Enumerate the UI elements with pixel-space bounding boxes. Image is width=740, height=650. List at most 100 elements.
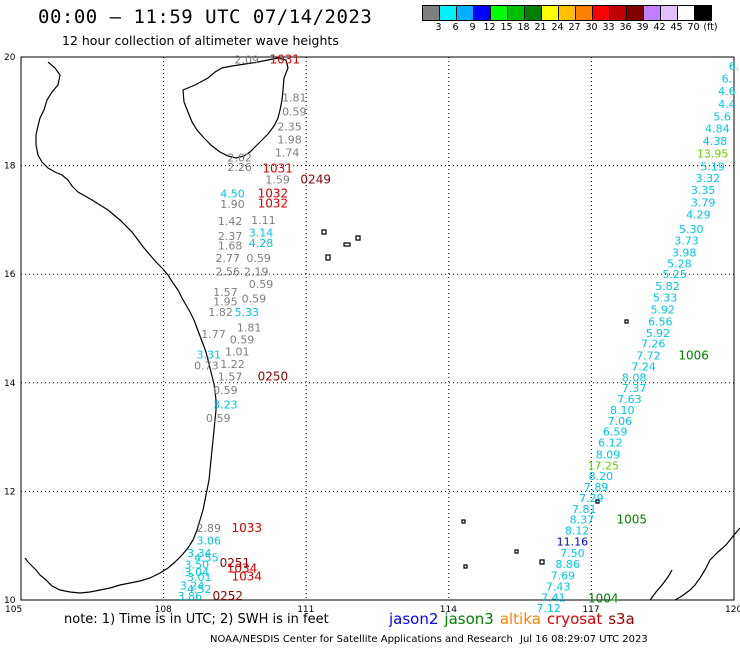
wave-height-value: 3.23 (213, 399, 238, 412)
spratly-island-4 (624, 319, 629, 324)
latitude-tick-label: 12 (4, 487, 15, 497)
wave-height-value: 3.06 (197, 534, 222, 547)
satellite-jason2: jason2 (389, 610, 439, 628)
wave-height-value: 6.59 (603, 426, 628, 439)
legend-label: 45 (670, 22, 683, 33)
pass-time-label: 0252 (212, 589, 243, 603)
legend-label: 18 (517, 22, 530, 33)
pass-time-label: 1031 (262, 161, 293, 175)
pass-time-label: 1031 (270, 53, 301, 67)
legend-label: 27 (568, 22, 581, 33)
legend-label: 21 (534, 22, 547, 33)
credit-line: NOAA/NESDIS Center for Satellite Applica… (210, 634, 513, 645)
wave-height-value: 7.26 (641, 338, 666, 351)
spratly-island-5 (595, 499, 600, 504)
palawan-coastline (649, 569, 673, 601)
legend-label: (ft) (703, 22, 718, 33)
satellite-jason3: jason3 (444, 610, 494, 628)
wave-height-value: 5.19 (700, 161, 725, 174)
wave-height-value: 5.33 (235, 306, 260, 319)
wave-height-value: 1.42 (218, 215, 243, 228)
longitude-tick-label: 114 (440, 605, 457, 615)
wave-height-value: 7.89 (584, 481, 609, 494)
wave-height-value: 3.35 (691, 184, 716, 197)
wave-height-value: 4.28 (249, 237, 274, 250)
wave-height-value: 4.29 (686, 208, 711, 221)
satellite-cryosat: cryosat (546, 610, 603, 628)
wave-height-value: 7.72 (636, 350, 661, 363)
wave-height-value: 7.69 (551, 570, 576, 583)
wave-height-value: 3.73 (674, 235, 699, 248)
wave-height-value: 3.79 (691, 197, 716, 210)
pass-time-label: 1004 (588, 591, 619, 605)
page-title: 00:00 — 11:59 UTC 07/14/2023 (38, 6, 373, 28)
wave-height-value: 0.59 (282, 105, 307, 118)
wave-height-value: 0.59 (206, 412, 231, 425)
page-subtitle: 12 hour collection of altimeter wave hei… (62, 33, 339, 48)
wave-height-value: 4.55 (194, 552, 219, 565)
wave-height-value: 4.38 (703, 135, 728, 148)
pass-time-label: 0249 (300, 173, 331, 187)
spratly-island-1 (461, 519, 466, 524)
wave-height-value: 8.12 (565, 524, 590, 537)
wave-height-value: 5.92 (650, 303, 675, 316)
legend-label: 3 (435, 22, 442, 33)
latitude-tick-label: 16 (4, 270, 16, 280)
wave-height-value: 7.81 (572, 503, 597, 516)
wave-height-value: 4.6 (718, 85, 736, 98)
legend-label: 24 (551, 22, 564, 33)
wave-height-value: 17.25 (588, 459, 620, 472)
wave-height-value: 5.30 (679, 223, 704, 236)
wave-height-value: 5.92 (646, 327, 671, 340)
wave-height-value: 3.32 (696, 172, 721, 185)
paracel-island-2 (343, 242, 351, 247)
map-frame (20, 56, 735, 601)
wave-height-value: 7.12 (536, 602, 561, 615)
wave-height-value: 1.57 (218, 370, 243, 383)
wave-height-value: 5.6 (713, 111, 731, 124)
longitude-tick-label: 108 (155, 605, 172, 615)
wave-height-value: 2.26 (227, 161, 252, 174)
wave-height-value: 1.81 (282, 92, 307, 105)
wave-height-value: 3.24 (180, 579, 205, 592)
wave-height-value: 3.01 (187, 571, 212, 584)
pass-time-label: 1034 (232, 570, 263, 584)
spratly-island-6 (514, 549, 519, 554)
spratly-island-3 (539, 559, 545, 565)
wave-height-value: 6. (722, 73, 733, 86)
generated-timestamp: Jul 16 08:29:07 UTC 2023 (520, 634, 648, 645)
wave-height-value: 8.08 (622, 371, 647, 384)
wave-height-value: 0.59 (246, 252, 271, 265)
satellite-s3a: s3a (608, 610, 635, 628)
wave-height-value: 8.37 (570, 514, 595, 527)
pass-time-label: 1032 (258, 186, 289, 200)
wave-height-value: 0.59 (242, 293, 267, 306)
wave-height-value: 11.16 (557, 535, 589, 548)
latitude-tick-label: 10 (4, 596, 16, 606)
latitude-tick-label: 18 (4, 162, 16, 172)
wave-height-value: 3.14 (249, 226, 274, 239)
legend-label: 36 (619, 22, 632, 33)
legend-label: 15 (500, 22, 513, 33)
wave-height-value: 7.37 (622, 382, 647, 395)
satellite-legend: jason2 jason3 altika cryosat s3a (389, 610, 641, 628)
vietnam-coastline (24, 61, 217, 594)
wave-height-value: 3.04 (185, 566, 210, 579)
paracel-island-3 (325, 254, 331, 261)
wave-height-value: 1.90 (220, 198, 245, 211)
wave-height-value: 3.50 (185, 559, 210, 572)
wave-height-value: 3.98 (672, 246, 697, 259)
latitude-tick-label: 20 (4, 53, 16, 63)
wave-height-value: 5.33 (653, 292, 678, 305)
wave-height-value: 6. (729, 60, 740, 73)
wave-height-value: 1.59 (265, 174, 290, 187)
wave-height-value: 7.63 (617, 393, 642, 406)
wave-height-value: 2.35 (277, 121, 302, 134)
pass-time-label: 0250 (258, 369, 289, 383)
wave-height-value: 1.11 (251, 214, 276, 227)
pass-time-label: 1006 (678, 349, 709, 363)
wave-height-value: 8.10 (610, 404, 635, 417)
wave-height-value: 6.56 (648, 315, 673, 328)
